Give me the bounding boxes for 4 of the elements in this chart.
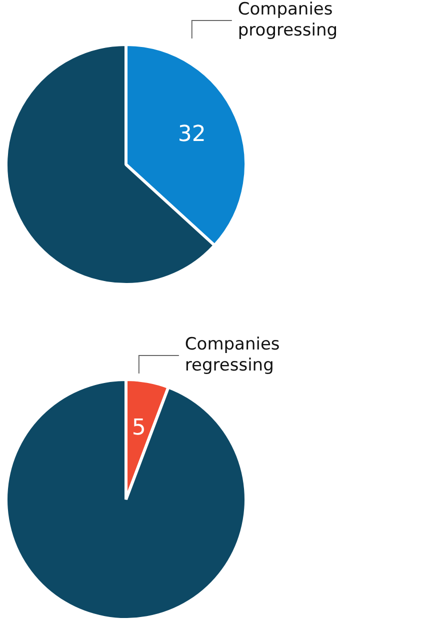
data-label: 32	[178, 122, 206, 148]
data-label: 5	[132, 415, 146, 440]
slice-label: Companies regressing	[184, 334, 280, 376]
slice-label: Companies progressing	[238, 0, 338, 40]
